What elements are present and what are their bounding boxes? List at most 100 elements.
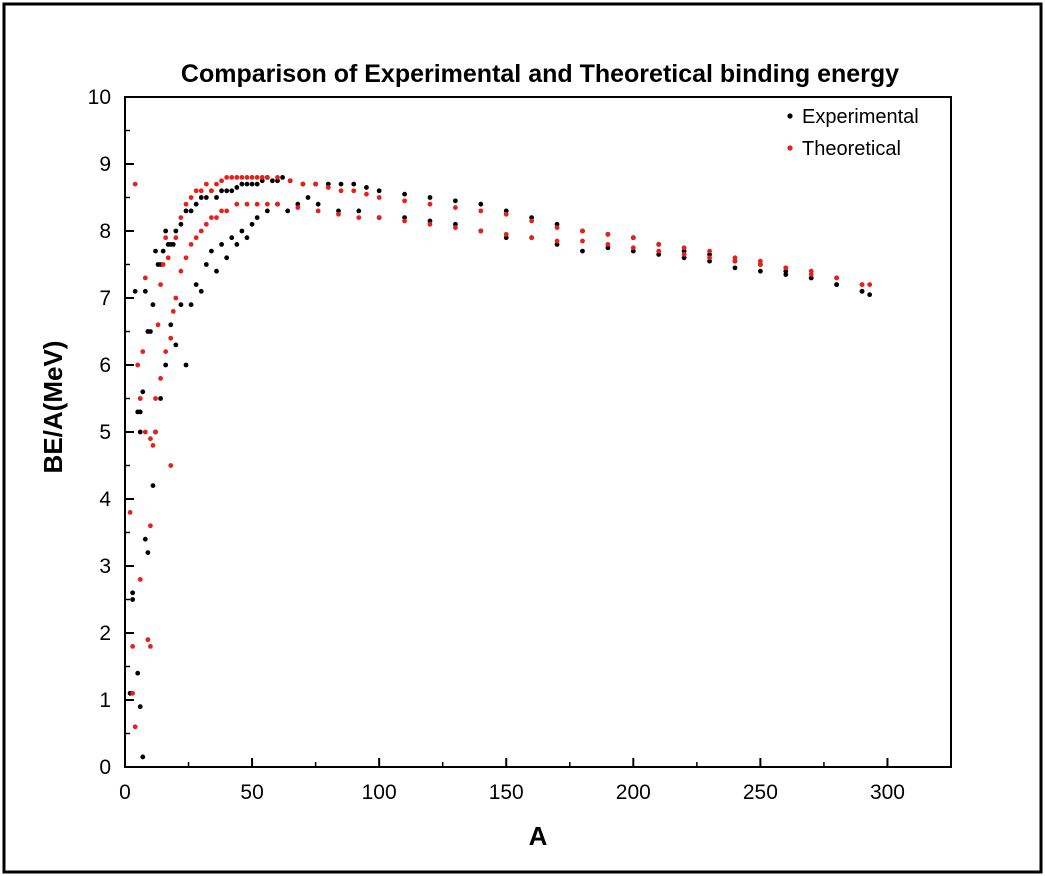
experimental-point <box>193 282 199 287</box>
experimental-point <box>402 191 407 197</box>
theoretical-point <box>183 255 189 261</box>
chart-title: Comparison of Experimental and Theoretic… <box>181 60 899 88</box>
theoretical-point <box>356 215 362 221</box>
experimental-point <box>132 288 138 294</box>
theoretical-point <box>427 201 433 207</box>
x-tick-label: 50 <box>240 781 263 804</box>
experimental-point <box>681 255 687 261</box>
theoretical-point <box>193 235 199 241</box>
legend: Experimental Theoretical <box>787 106 919 160</box>
experimental-point <box>140 389 146 395</box>
experimental-point <box>239 181 245 187</box>
experimental-point <box>183 208 189 214</box>
theoretical-point <box>193 188 199 194</box>
y-tick-label: 4 <box>99 488 111 511</box>
experimental-point <box>427 218 433 224</box>
experimental-point <box>214 195 219 200</box>
theoretical-point <box>783 265 789 271</box>
experimental-point <box>681 248 687 254</box>
experimental-point <box>145 550 151 555</box>
theoretical-point <box>158 376 163 381</box>
theoretical-point <box>158 282 163 287</box>
theoretical-point <box>140 349 146 354</box>
experimental-point <box>580 248 585 254</box>
experimental-point <box>150 483 156 488</box>
experimental-point <box>178 221 184 227</box>
experimental-point <box>244 235 250 241</box>
theoretical-point <box>364 191 369 197</box>
theoretical-point <box>503 231 509 237</box>
theoretical-point <box>130 644 136 649</box>
experimental-point <box>338 181 344 187</box>
y-tick-label: 2 <box>99 622 111 645</box>
experimental-point <box>453 198 458 204</box>
theoretical-point <box>315 208 321 214</box>
theoretical-point <box>529 218 535 224</box>
theoretical-point <box>229 175 235 180</box>
x-tick-label: 100 <box>362 781 397 804</box>
experimental-point <box>783 272 789 277</box>
experimental-point <box>173 342 179 348</box>
experimental-point <box>275 178 280 184</box>
theoretical-point <box>183 201 189 207</box>
legend-marker-theoretical <box>787 145 793 151</box>
theoretical-point <box>259 175 265 180</box>
theoretical-point <box>808 268 814 274</box>
theoretical-point <box>224 208 230 214</box>
theoretical-point <box>656 242 662 247</box>
legend-label-theoretical: Theoretical <box>802 138 901 160</box>
experimental-point <box>503 208 509 214</box>
theoretical-point <box>707 255 712 261</box>
experimental-point <box>264 208 270 214</box>
theoretical-point <box>168 463 174 468</box>
theoretical-point <box>732 255 738 261</box>
y-tick-label: 10 <box>88 86 111 109</box>
theoretical-point <box>224 175 230 180</box>
experimental-point <box>305 195 311 200</box>
experimental-point <box>229 188 235 194</box>
experimental-point <box>219 242 224 247</box>
y-tick-label: 6 <box>99 354 111 377</box>
experimental-point <box>153 248 158 254</box>
experimental-point <box>325 181 331 187</box>
experimental-point <box>554 242 560 247</box>
experimental-point <box>183 362 189 368</box>
experimental-point <box>168 322 174 328</box>
theoretical-point <box>478 228 484 234</box>
theoretical-point <box>630 245 636 251</box>
theoretical-point <box>244 201 250 207</box>
experimental-point <box>198 288 204 294</box>
y-tick-label: 8 <box>99 220 111 243</box>
experimental-point <box>859 288 865 294</box>
theoretical-point <box>153 429 158 435</box>
theoretical-point <box>132 181 138 187</box>
theoretical-point <box>859 282 865 287</box>
experimental-point <box>356 208 362 214</box>
experimental-point <box>707 252 712 257</box>
experimental-point <box>732 265 738 271</box>
theoretical-point <box>325 185 331 190</box>
theoretical-point <box>554 225 560 231</box>
theoretical-point <box>605 231 611 237</box>
experimental-point <box>336 208 341 214</box>
theoretical-point <box>605 242 611 247</box>
experimental-point <box>224 255 230 261</box>
theoretical-point <box>203 181 209 187</box>
experimental-point <box>351 181 357 187</box>
theoretical-point <box>453 225 458 231</box>
theoretical-point <box>198 188 204 194</box>
experimental-point <box>554 221 560 227</box>
data-points <box>127 175 873 760</box>
experimental-point <box>142 536 148 542</box>
theoretical-point <box>178 215 184 221</box>
theoretical-point <box>834 275 840 281</box>
theoretical-point <box>478 208 484 214</box>
theoretical-point <box>295 205 301 210</box>
experimental-point <box>188 302 194 308</box>
theoretical-point <box>168 335 174 341</box>
experimental-point <box>158 396 163 401</box>
experimental-point <box>209 248 214 254</box>
experimental-point <box>630 248 636 254</box>
theoretical-point <box>214 215 219 221</box>
